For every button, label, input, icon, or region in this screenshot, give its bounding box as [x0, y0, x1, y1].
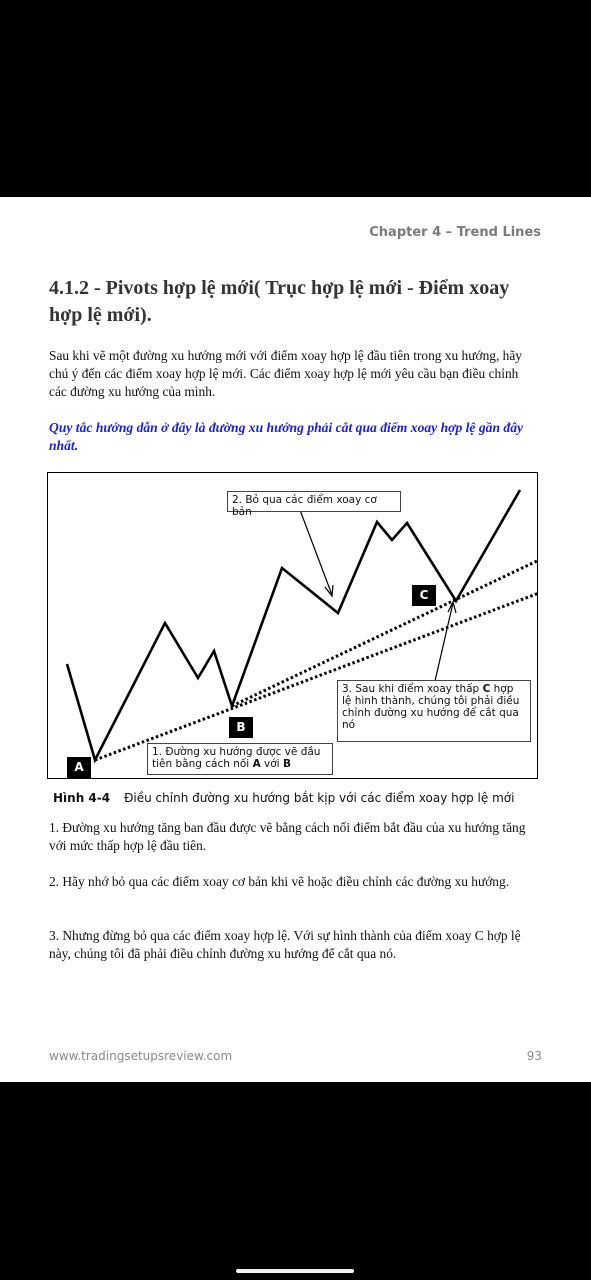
- note-ignore-basic-pivots: 2. Bỏ qua các điểm xoay cơ bản: [227, 491, 401, 518]
- arrow-pivot-c-head: [447, 600, 457, 614]
- footer-page-number: 93: [526, 1049, 542, 1063]
- book-page: Chapter 4 – Trend Lines 4.1.2 - Pivots h…: [0, 197, 591, 1082]
- note1-text-mid: với: [260, 758, 283, 770]
- figure-caption-text: Điều chỉnh đường xu hướng bắt kịp với cá…: [124, 791, 515, 805]
- pivot-label-b: B: [229, 717, 253, 738]
- pivot-label-c: C: [412, 585, 436, 606]
- arrow-pivot-c: [434, 602, 454, 682]
- trendline-ac: [231, 559, 537, 708]
- note1-point-a: A: [252, 758, 261, 770]
- note1-text-start: 1. Đường xu hướng được vẽ đầu tiên bằng …: [152, 746, 321, 770]
- arrow-basic-pivots: [299, 509, 333, 596]
- footer-website: www.tradingsetupsreview.com: [49, 1049, 233, 1063]
- figure-number: Hình 4-4: [53, 791, 111, 805]
- trendline-figure: 2. Bỏ qua các điểm xoay cơ bản 3. Sau kh…: [47, 472, 538, 779]
- point-3: 3. Nhưng đừng bỏ qua các điểm xoay hợp l…: [49, 928, 521, 961]
- intro-paragraph: Sau khi vẽ một đường xu hướng mới với đi…: [49, 348, 522, 399]
- home-indicator[interactable]: [236, 1269, 354, 1273]
- pivot-label-a: A: [67, 757, 91, 778]
- note3-text-start: 3. Sau khi điểm xoay thấp: [342, 683, 483, 695]
- note1-point-b: B: [282, 758, 291, 770]
- figure-caption: Hình 4-4 Điều chỉnh đường xu hướng bắt kị…: [53, 791, 514, 805]
- price-chart-svg: [65, 489, 537, 764]
- arrow-basic-pivots-head: [324, 584, 334, 598]
- trendline-ab: [94, 592, 537, 762]
- note-initial-trendline: 1. Đường xu hướng được vẽ đầu tiên bằng …: [147, 743, 333, 775]
- point-1: 1. Đường xu hướng tăng ban đầu được vẽ b…: [49, 820, 526, 853]
- point-2: 2. Hãy nhớ bỏ qua các điểm xoay cơ bản k…: [49, 874, 510, 889]
- chapter-header: Chapter 4 – Trend Lines: [369, 225, 541, 240]
- note3-text-end: hợp lệ hình thành, chúng tôi phải điều c…: [342, 683, 520, 731]
- price-path: [65, 489, 522, 764]
- note-adjust-trendline: 3. Sau khi điểm xoay thấp C hợp lệ hình …: [337, 680, 531, 742]
- section-title: 4.1.2 - Pivots hợp lệ mới( Trục hợp lệ m…: [49, 277, 510, 326]
- note3-point-c: C: [482, 683, 491, 695]
- rule-statement: Quy tắc hướng dẫn ở đây là đường xu hướn…: [49, 420, 524, 453]
